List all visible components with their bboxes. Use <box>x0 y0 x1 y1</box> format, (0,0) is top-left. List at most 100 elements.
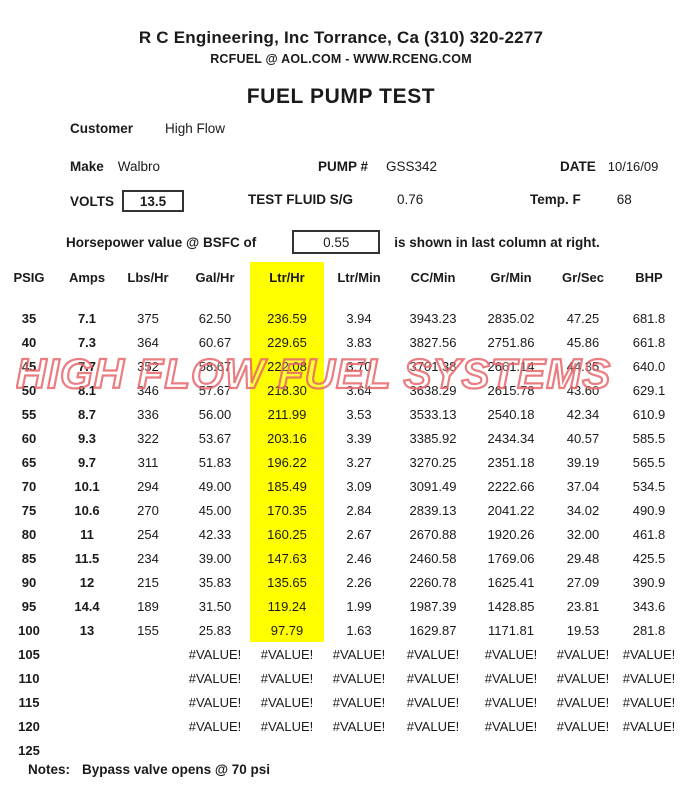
date-value: 10/16/09 <box>607 159 659 174</box>
table-cell: #VALUE! <box>406 718 460 734</box>
table-cell: #VALUE! <box>622 646 676 662</box>
table-cell: 42.34 <box>566 406 600 422</box>
table-cell: #VALUE! <box>332 646 386 662</box>
table-cell: #VALUE! <box>188 718 242 734</box>
table-cell: 47.25 <box>566 310 600 326</box>
table-cell: 12 <box>79 574 95 590</box>
table-cell: 110 <box>18 670 40 686</box>
table-cell: 2.26 <box>346 574 372 590</box>
column-header-cc-min: CC/Min <box>410 269 456 285</box>
table-cell: 40.57 <box>566 430 600 446</box>
table-row: 55 8.7 336 56.00 211.99 3.53 3533.13 2540.18 42.… <box>0 402 682 426</box>
table-cell: 1629.87 <box>409 622 457 638</box>
table-cell: 461.8 <box>632 526 666 542</box>
table-cell: 60 <box>21 430 37 446</box>
table-cell: 19.53 <box>566 622 600 638</box>
table-cell: 294 <box>137 478 159 494</box>
volts-input[interactable]: 13.5 <box>122 190 185 212</box>
table-cell: 3.64 <box>346 382 372 398</box>
column-header-gr-sec: Gr/Sec <box>562 269 604 285</box>
table-cell: 11.5 <box>74 550 100 566</box>
table-cell: 236.59 <box>250 306 324 330</box>
column-header-gr-min: Gr/Min <box>490 269 532 285</box>
table-cell: 270 <box>137 502 159 518</box>
table-cell: 610.9 <box>632 406 666 422</box>
table-cell: 2540.18 <box>487 406 535 422</box>
table-cell: 215 <box>137 574 159 590</box>
spacer-cell <box>180 292 250 306</box>
table-cell: 336 <box>137 406 159 422</box>
table-cell: 2661.14 <box>487 358 535 374</box>
table-cell: 3.27 <box>346 454 372 470</box>
table-cell: 1171.81 <box>487 622 535 638</box>
table-cell <box>472 738 550 762</box>
table-cell: #VALUE! <box>332 718 386 734</box>
table-cell: 534.5 <box>632 478 666 494</box>
table-header: PSIG Amps Lbs/Hr Gal/Hr Ltr/Hr Ltr/Min CC/Min G… <box>0 262 682 292</box>
spacer-cell <box>550 292 616 306</box>
customer-label: Customer <box>70 121 134 136</box>
table-cell: 56.00 <box>198 406 232 422</box>
table-cell: 2670.88 <box>409 526 457 542</box>
table-cell: #VALUE! <box>260 694 314 710</box>
table-cell: 3827.56 <box>409 334 457 350</box>
table-cell: 3385.92 <box>409 430 457 446</box>
table-cell: #VALUE! <box>556 694 610 710</box>
table-cell: 45.00 <box>198 502 232 518</box>
table-cell: 196.22 <box>250 450 324 474</box>
column-header-ltr-hr: Ltr/Hr <box>250 262 324 292</box>
spacer-cell <box>0 292 58 306</box>
table-row: 115 #VALUE! #VALUE! #VALUE! #VALUE! #VALUE! #V… <box>0 690 682 714</box>
table-cell: 2222.66 <box>487 478 535 494</box>
test-fluid-row: TEST FLUID S/G 0.76 <box>248 192 423 207</box>
table-row: 35 7.1 375 62.50 236.59 3.94 3943.23 2835.02 47.… <box>0 306 682 330</box>
table-cell: #VALUE! <box>556 718 610 734</box>
notes-label: Notes: <box>28 762 71 777</box>
table-cell <box>550 738 616 762</box>
table-cell: 346 <box>137 382 159 398</box>
table-cell: 2351.18 <box>487 454 535 470</box>
pump-number-row: PUMP # GSS342 <box>318 159 437 174</box>
table-cell: 2260.78 <box>409 574 457 590</box>
table-cell: 364 <box>137 334 159 350</box>
table-cell: #VALUE! <box>188 694 242 710</box>
table-cell: 155 <box>137 622 159 638</box>
fuel-pump-data-table: PSIG Amps Lbs/Hr Gal/Hr Ltr/Hr Ltr/Min CC/Min G… <box>0 262 682 762</box>
table-cell: 629.1 <box>632 382 666 398</box>
table-cell: 218.30 <box>250 378 324 402</box>
table-row: 85 11.5 234 39.00 147.63 2.46 2460.58 1769.06 29… <box>0 546 682 570</box>
bsfc-input[interactable]: 0.55 <box>292 230 381 254</box>
spacer-cell <box>324 292 394 306</box>
table-cell: 40 <box>21 334 37 350</box>
table-row: 80 11 254 42.33 160.25 2.67 2670.88 1920.26 32.0… <box>0 522 682 546</box>
date-label: DATE <box>560 159 596 174</box>
table-header-row: PSIG Amps Lbs/Hr Gal/Hr Ltr/Hr Ltr/Min CC/Min G… <box>0 262 682 292</box>
table-cell: 189 <box>137 598 159 614</box>
table-cell: #VALUE! <box>188 670 242 686</box>
table-row: 70 10.1 294 49.00 185.49 3.09 3091.49 2222.66 37… <box>0 474 682 498</box>
table-cell: #VALUE! <box>484 670 538 686</box>
table-cell: 11 <box>80 526 94 542</box>
table-cell <box>58 738 116 762</box>
table-cell <box>180 738 250 762</box>
table-row: 95 14.4 189 31.50 119.24 1.99 1987.39 1428.85 23… <box>0 594 682 618</box>
table-cell: 25.83 <box>198 622 232 638</box>
table-cell: #VALUE! <box>484 718 538 734</box>
table-cell: 2615.78 <box>487 382 535 398</box>
bsfc-row: Horsepower value @ BSFC of 0.55 is shown… <box>66 230 600 254</box>
table-cell: 7.1 <box>77 310 97 326</box>
customer-row: Customer High Flow <box>70 121 225 136</box>
table-cell: 90 <box>21 574 37 590</box>
table-cell: 2.46 <box>346 550 372 566</box>
table-cell: 3.39 <box>346 430 372 446</box>
table-cell: 1625.41 <box>487 574 535 590</box>
table-cell: 3.94 <box>346 310 372 326</box>
table-cell: 100 <box>18 622 40 638</box>
table-cell: 13 <box>79 622 95 638</box>
table-cell: 10.1 <box>74 478 100 494</box>
table-cell: 35.83 <box>198 574 232 590</box>
make-label: Make <box>70 159 104 174</box>
table-cell: 2041.22 <box>487 502 535 518</box>
table-cell: 375 <box>137 310 159 326</box>
